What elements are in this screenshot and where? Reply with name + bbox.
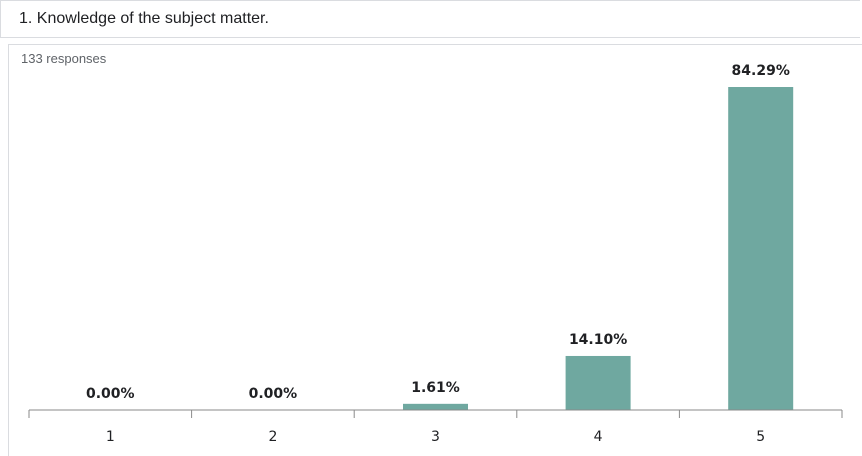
question-header: 1. Knowledge of the subject matter. [0, 0, 860, 38]
data-label-2: 0.00% [249, 386, 298, 402]
bar-5 [728, 87, 794, 410]
x-tick-label-4: 4 [594, 429, 603, 445]
data-label-5: 84.29% [732, 63, 790, 79]
data-label-3: 1.61% [411, 380, 460, 396]
response-count: 133 responses [21, 51, 107, 66]
x-tick-label-5: 5 [756, 429, 765, 445]
data-label-1: 0.00% [86, 386, 135, 402]
bar-4 [565, 355, 631, 410]
question-title: 1. Knowledge of the subject matter. [19, 10, 269, 27]
chart-card [8, 44, 862, 456]
bar-3 [403, 403, 468, 410]
x-tick-label-1: 1 [106, 429, 115, 445]
x-tick-label-3: 3 [431, 429, 440, 445]
x-tick-label-2: 2 [268, 429, 277, 445]
data-label-4: 14.10% [569, 332, 627, 348]
